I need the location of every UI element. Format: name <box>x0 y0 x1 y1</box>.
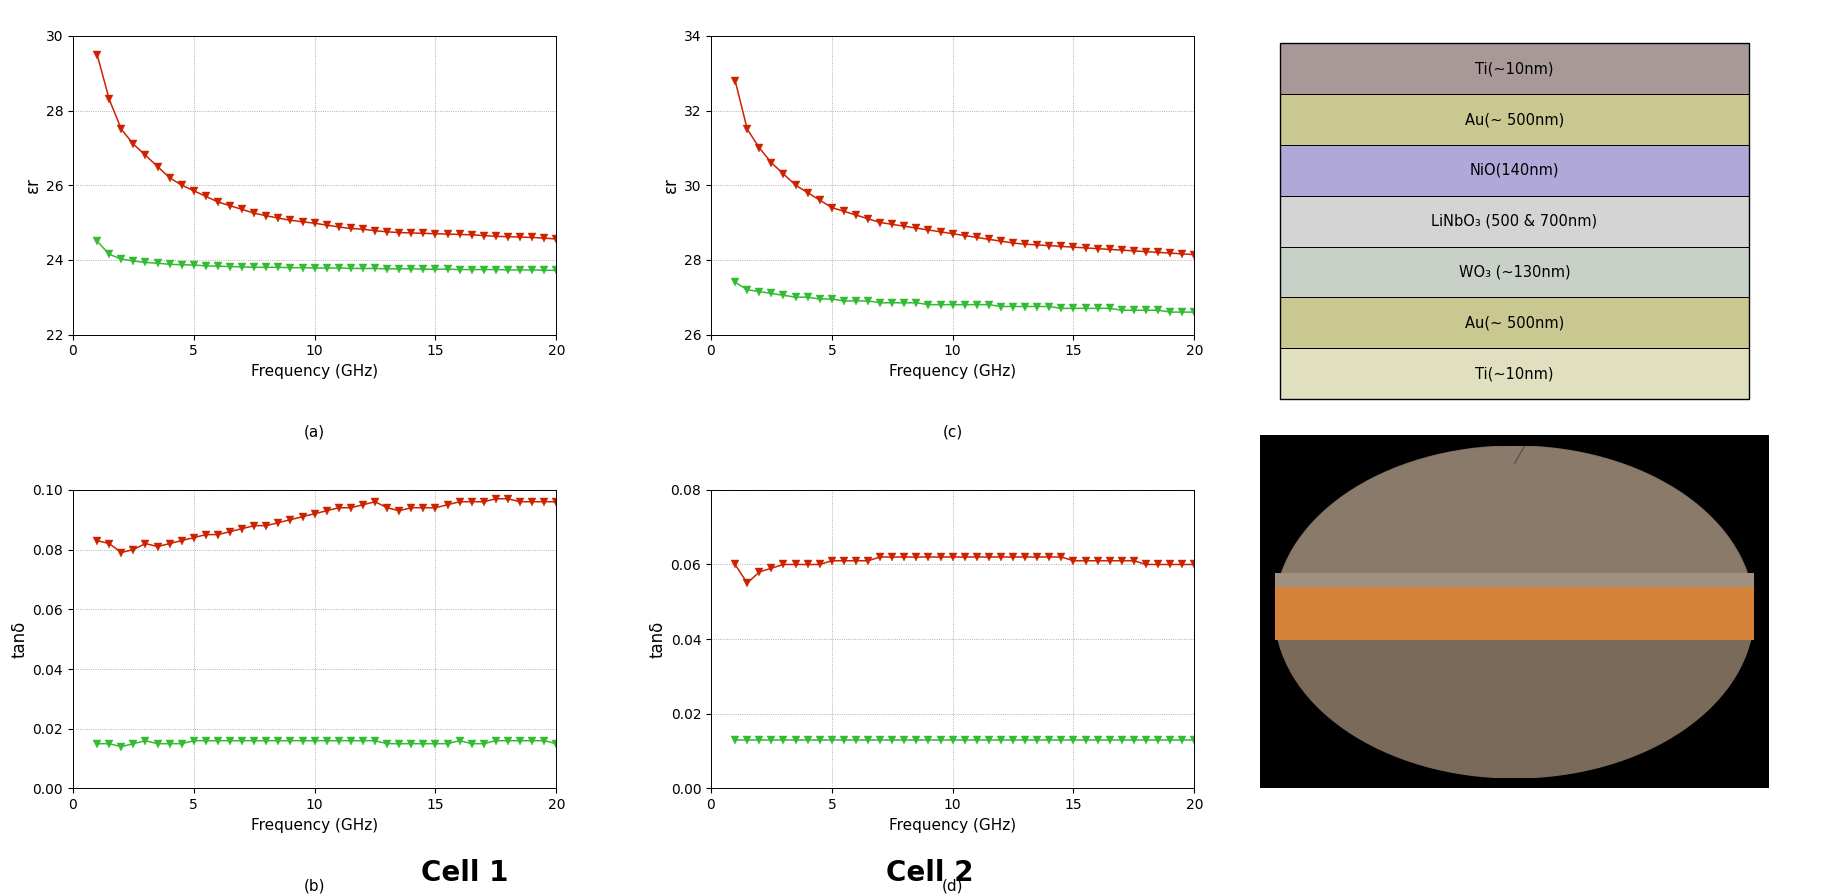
Y-axis label: tanδ: tanδ <box>11 621 29 658</box>
X-axis label: Frequency (GHz): Frequency (GHz) <box>252 818 377 832</box>
Text: Au(∼ 500nm): Au(∼ 500nm) <box>1464 315 1562 331</box>
Text: (d): (d) <box>941 878 963 893</box>
Bar <box>1274 573 1754 587</box>
X-axis label: Frequency (GHz): Frequency (GHz) <box>888 818 1015 832</box>
Text: Ti(∼10nm): Ti(∼10nm) <box>1475 366 1553 381</box>
Bar <box>1280 195 1748 246</box>
Y-axis label: tanδ: tanδ <box>647 621 665 658</box>
Text: Cell 1: Cell 1 <box>421 859 509 887</box>
Bar <box>1280 349 1748 399</box>
Text: LiNbO₃ (500 & 700nm): LiNbO₃ (500 & 700nm) <box>1431 213 1597 228</box>
X-axis label: Frequency (GHz): Frequency (GHz) <box>888 364 1015 379</box>
Bar <box>1280 43 1748 94</box>
Y-axis label: εr: εr <box>24 177 42 194</box>
Bar <box>1280 94 1748 145</box>
Bar <box>1280 297 1748 349</box>
Text: NiO(140nm): NiO(140nm) <box>1469 163 1559 177</box>
X-axis label: Frequency (GHz): Frequency (GHz) <box>252 364 377 379</box>
Text: (b): (b) <box>304 878 324 893</box>
Y-axis label: εr: εr <box>662 177 680 194</box>
Wedge shape <box>1274 446 1754 612</box>
Circle shape <box>1274 446 1754 778</box>
Bar <box>1274 587 1754 641</box>
Bar <box>1260 435 1274 788</box>
Text: Au(∼ 500nm): Au(∼ 500nm) <box>1464 112 1562 127</box>
Bar <box>1260 778 1768 788</box>
Text: Cell 2: Cell 2 <box>886 859 973 887</box>
Text: (a): (a) <box>304 424 324 439</box>
Text: WO₃ (∼130nm): WO₃ (∼130nm) <box>1458 264 1570 280</box>
Circle shape <box>1274 446 1754 778</box>
Text: (c): (c) <box>942 424 963 439</box>
Text: Ti(∼10nm): Ti(∼10nm) <box>1475 61 1553 76</box>
Bar <box>1280 145 1748 195</box>
Bar <box>1260 435 1768 446</box>
Bar <box>1280 246 1748 297</box>
Bar <box>1754 435 1768 788</box>
